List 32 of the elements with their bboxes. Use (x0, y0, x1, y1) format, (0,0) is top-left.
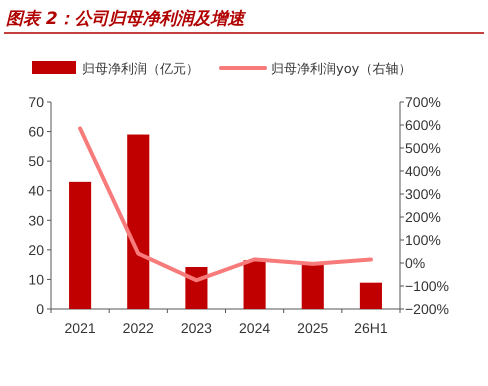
x-tick-label: 2024 (239, 320, 270, 336)
y2-tick-label: 0% (405, 255, 426, 271)
y-tick-label: 0 (36, 301, 44, 317)
y-tick-label: 40 (28, 182, 44, 199)
y-tick-label: 70 (28, 94, 44, 110)
y2-tick-label: 100% (405, 232, 441, 248)
x-tick-label: 2023 (180, 320, 212, 336)
x-tick-label: 2022 (122, 320, 154, 336)
bar (127, 134, 150, 309)
y2-tick-label: 300% (405, 186, 441, 202)
y2-tick-label: 600% (405, 117, 441, 133)
y-tick-label: 30 (28, 212, 44, 228)
y-tick-label: 20 (28, 242, 44, 258)
bar (244, 260, 266, 309)
x-tick-label: 26H1 (354, 320, 388, 336)
y-tick-label: 50 (28, 153, 44, 170)
y2-tick-label: 200% (405, 209, 441, 225)
y2-tick-label: −200% (405, 301, 449, 317)
chart-title: 图表 2：公司归母净利润及增速 (6, 9, 247, 29)
bar (69, 182, 92, 309)
y2-tick-label: 400% (405, 163, 441, 179)
line-series (78, 126, 373, 282)
y-tick-label: 60 (28, 124, 44, 140)
y2-tick-label: −100% (405, 278, 449, 294)
legend-label: 归母净利润（亿元） (82, 62, 199, 77)
legend-label: 归母净利润yoy（右轴） (271, 62, 412, 77)
y2-tick-label: 500% (405, 140, 441, 156)
x-tick-label: 2021 (64, 320, 96, 336)
y2-tick-label: 700% (405, 94, 441, 110)
y-tick-label: 10 (28, 271, 44, 288)
bar (360, 282, 382, 309)
x-tick-label: 2025 (297, 320, 329, 336)
